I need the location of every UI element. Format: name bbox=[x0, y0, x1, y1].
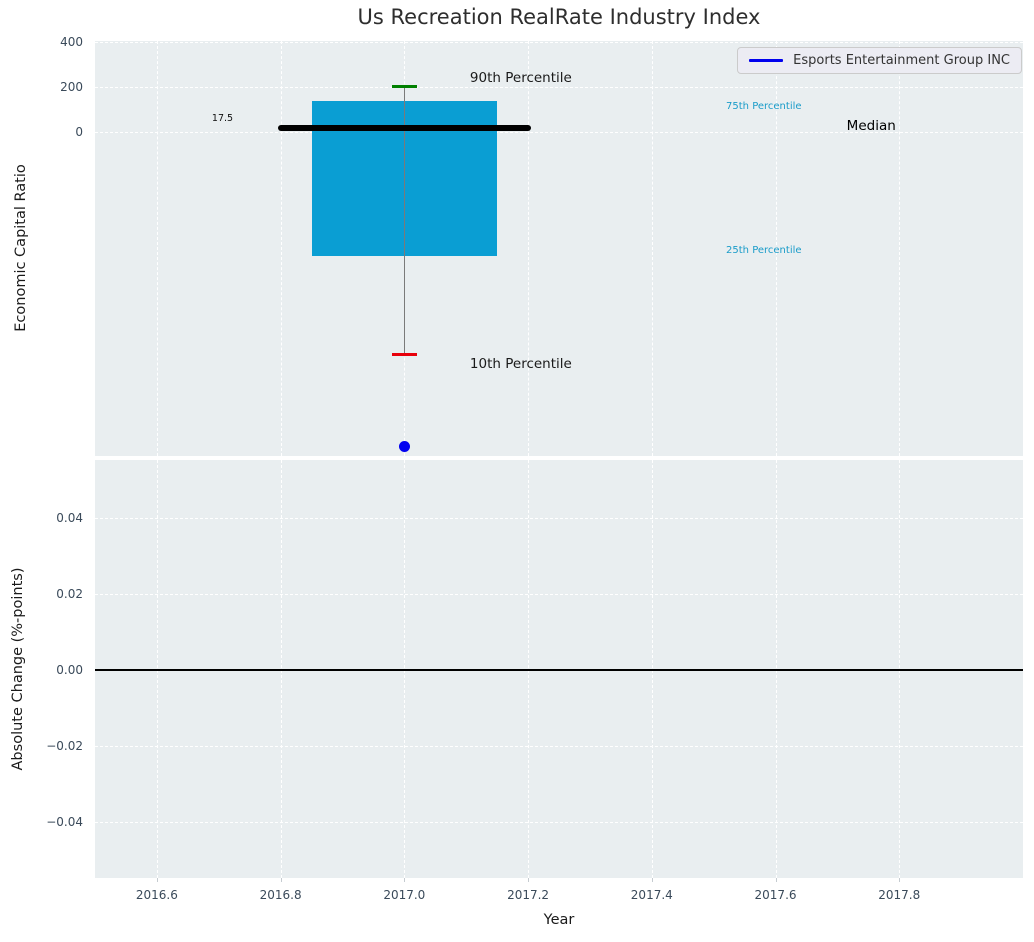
gridline bbox=[95, 86, 1023, 88]
top-y-axis-label: Economic Capital Ratio bbox=[13, 164, 29, 332]
gridline bbox=[280, 460, 282, 878]
top-axes bbox=[95, 41, 1023, 456]
x-tick-label: 2017.6 bbox=[754, 888, 797, 902]
gridline bbox=[95, 131, 1023, 133]
y-tick-label: 200 bbox=[60, 79, 83, 94]
x-tick-mark bbox=[156, 878, 158, 882]
gridline bbox=[775, 41, 777, 456]
gridline bbox=[95, 822, 1023, 824]
gridline bbox=[156, 41, 158, 456]
x-tick-mark bbox=[651, 878, 653, 882]
y-tick-label: 0.02 bbox=[56, 587, 83, 602]
gridline bbox=[404, 460, 406, 878]
bottom-y-axis-label: Absolute Change (%-points) bbox=[10, 567, 26, 771]
annotation-90th-percentile: 90th Percentile bbox=[469, 69, 572, 86]
chart-title: Us Recreation RealRate Industry Index bbox=[357, 5, 761, 29]
annotation-75th-percentile: 75th Percentile bbox=[726, 101, 802, 113]
x-axis-label: Year bbox=[543, 912, 575, 928]
annotation-25th-percentile: 25th Percentile bbox=[726, 244, 802, 256]
x-tick-mark bbox=[404, 878, 406, 882]
gridline bbox=[775, 460, 777, 878]
legend-label: Esports Entertainment Group INC bbox=[793, 53, 1010, 68]
annotation-10th-percentile: 10th Percentile bbox=[469, 355, 572, 372]
gridline bbox=[95, 746, 1023, 748]
y-tick-label: 0 bbox=[75, 124, 83, 139]
x-tick-mark bbox=[280, 878, 282, 882]
company-point bbox=[398, 441, 410, 453]
gridline bbox=[528, 41, 530, 456]
y-tick-label: 400 bbox=[60, 34, 83, 49]
y-tick-label: 0.04 bbox=[56, 511, 83, 526]
annotation-median: Median bbox=[846, 118, 896, 135]
y-tick-label: −0.04 bbox=[46, 815, 83, 830]
gridline bbox=[651, 41, 653, 456]
zero-line bbox=[95, 669, 1023, 671]
x-tick-label: 2017.2 bbox=[507, 888, 550, 902]
legend: Esports Entertainment Group INC bbox=[737, 47, 1022, 74]
gridline bbox=[95, 41, 1023, 43]
x-tick-label: 2017.8 bbox=[878, 888, 921, 902]
annotation-17-5: 17.5 bbox=[211, 113, 234, 125]
x-tick-mark bbox=[528, 878, 530, 882]
x-tick-label: 2017.4 bbox=[630, 888, 673, 902]
gridline bbox=[156, 460, 158, 878]
y-tick-label: 0.00 bbox=[56, 663, 83, 678]
gridline bbox=[95, 594, 1023, 596]
x-tick-mark bbox=[899, 878, 901, 882]
x-tick-label: 2016.8 bbox=[259, 888, 302, 902]
y-tick-label: −0.02 bbox=[46, 739, 83, 754]
gridline bbox=[899, 41, 901, 456]
median-line bbox=[277, 124, 532, 132]
x-tick-label: 2016.6 bbox=[135, 888, 178, 902]
p10-cap bbox=[391, 353, 417, 357]
gridline bbox=[651, 460, 653, 878]
gridline bbox=[899, 460, 901, 878]
bottom-axes bbox=[95, 460, 1023, 878]
gridline bbox=[280, 41, 282, 456]
x-tick-mark bbox=[775, 878, 777, 882]
x-tick-label: 2017.0 bbox=[383, 888, 426, 902]
legend-line-icon bbox=[749, 59, 784, 62]
whisker bbox=[403, 86, 405, 355]
gridline bbox=[528, 460, 530, 878]
p90-cap bbox=[391, 85, 417, 89]
gridline bbox=[95, 518, 1023, 520]
